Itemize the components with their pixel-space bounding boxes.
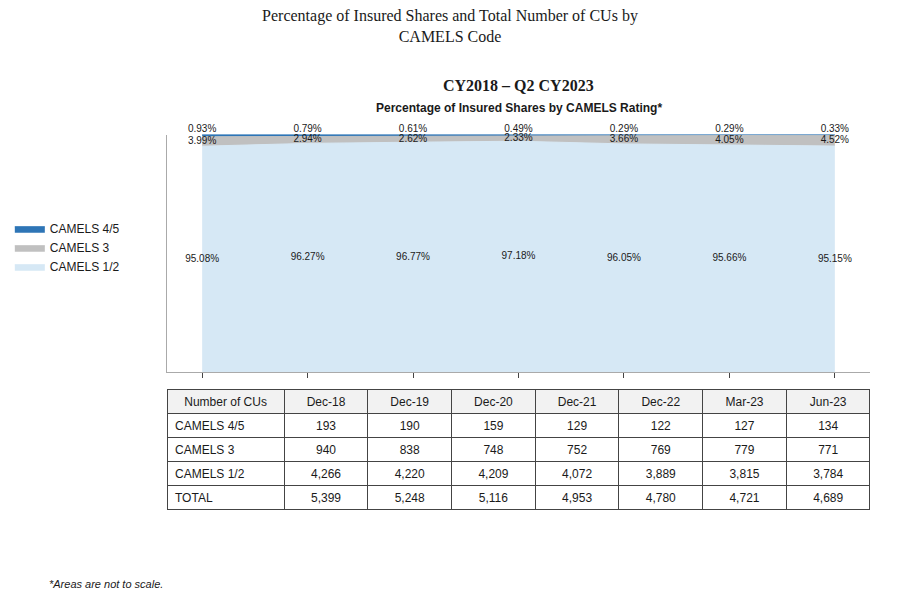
svg-text:0.79%: 0.79%	[293, 123, 321, 134]
svg-text:Percentage of Insured Shares a: Percentage of Insured Shares and Total N…	[262, 7, 638, 45]
svg-text:838: 838	[400, 443, 420, 457]
svg-text:CAMELS 3: CAMELS 3	[175, 443, 235, 457]
svg-text:4,220: 4,220	[395, 467, 425, 481]
svg-text:5,248: 5,248	[395, 491, 425, 505]
svg-text:2.94%: 2.94%	[293, 133, 321, 144]
svg-text:5,399: 5,399	[311, 491, 341, 505]
svg-text:97.18%: 97.18%	[502, 250, 536, 261]
svg-text:3.66%: 3.66%	[610, 133, 638, 144]
svg-text:193: 193	[316, 419, 336, 433]
svg-text:TOTAL: TOTAL	[175, 491, 213, 505]
svg-text:0.33%: 0.33%	[821, 123, 849, 134]
svg-text:4.05%: 4.05%	[715, 134, 743, 145]
svg-text:3,889: 3,889	[646, 467, 676, 481]
svg-text:CAMELS 1/2: CAMELS 1/2	[50, 260, 120, 274]
svg-text:4,721: 4,721	[729, 491, 759, 505]
svg-text:Dec-22: Dec-22	[641, 395, 680, 409]
svg-text:5,116: 5,116	[479, 491, 508, 505]
svg-text:127: 127	[734, 419, 754, 433]
svg-text:134: 134	[818, 419, 838, 433]
svg-text:122: 122	[651, 419, 671, 433]
svg-text:Dec-21: Dec-21	[558, 395, 597, 409]
svg-text:771: 771	[818, 443, 838, 457]
svg-text:0.49%: 0.49%	[504, 123, 532, 134]
svg-text:Jun-23: Jun-23	[810, 395, 847, 409]
svg-text:95.15%: 95.15%	[818, 253, 852, 264]
svg-text:769: 769	[651, 443, 671, 457]
svg-text:4,266: 4,266	[311, 467, 341, 481]
svg-text:2.33%: 2.33%	[504, 132, 532, 143]
svg-text:95.08%: 95.08%	[185, 253, 219, 264]
svg-text:*Areas are not to scale.: *Areas are not to scale.	[49, 578, 163, 590]
svg-text:0.29%: 0.29%	[715, 123, 743, 134]
svg-text:748: 748	[483, 443, 503, 457]
svg-text:129: 129	[567, 419, 587, 433]
svg-text:Dec-20: Dec-20	[474, 395, 513, 409]
svg-text:CAMELS 1/2: CAMELS 1/2	[175, 467, 245, 481]
svg-text:0.29%: 0.29%	[610, 123, 638, 134]
svg-text:752: 752	[567, 443, 587, 457]
svg-text:3,815: 3,815	[729, 467, 759, 481]
svg-text:Dec-19: Dec-19	[390, 395, 429, 409]
svg-text:CY2018 – Q2 CY2023: CY2018 – Q2 CY2023	[443, 77, 594, 94]
svg-text:96.05%: 96.05%	[607, 252, 641, 263]
svg-text:4,780: 4,780	[646, 491, 676, 505]
svg-text:4,689: 4,689	[813, 491, 843, 505]
svg-text:CAMELS 4/5: CAMELS 4/5	[50, 222, 120, 236]
svg-text:Dec-18: Dec-18	[307, 395, 346, 409]
svg-text:96.27%: 96.27%	[291, 251, 325, 262]
svg-text:940: 940	[316, 443, 336, 457]
svg-text:190: 190	[400, 419, 420, 433]
svg-text:779: 779	[734, 443, 754, 457]
svg-text:2.62%: 2.62%	[399, 133, 427, 144]
svg-text:3,784: 3,784	[813, 467, 843, 481]
svg-text:0.61%: 0.61%	[399, 123, 427, 134]
svg-text:CAMELS 3: CAMELS 3	[50, 241, 110, 255]
svg-text:3.99%: 3.99%	[188, 135, 216, 146]
svg-text:Number of CUs: Number of CUs	[184, 395, 267, 409]
svg-text:Percentage of Insured Shares b: Percentage of Insured Shares by CAMELS R…	[376, 101, 662, 115]
svg-text:95.66%: 95.66%	[712, 252, 746, 263]
svg-text:4,072: 4,072	[562, 467, 592, 481]
svg-text:4,209: 4,209	[478, 467, 508, 481]
svg-text:4.52%: 4.52%	[821, 134, 849, 145]
svg-text:4,953: 4,953	[562, 491, 592, 505]
svg-text:0.93%: 0.93%	[188, 123, 216, 134]
svg-text:96.77%: 96.77%	[396, 251, 430, 262]
svg-text:Mar-23: Mar-23	[725, 395, 763, 409]
svg-text:CAMELS 4/5: CAMELS 4/5	[175, 419, 245, 433]
svg-text:159: 159	[483, 419, 503, 433]
